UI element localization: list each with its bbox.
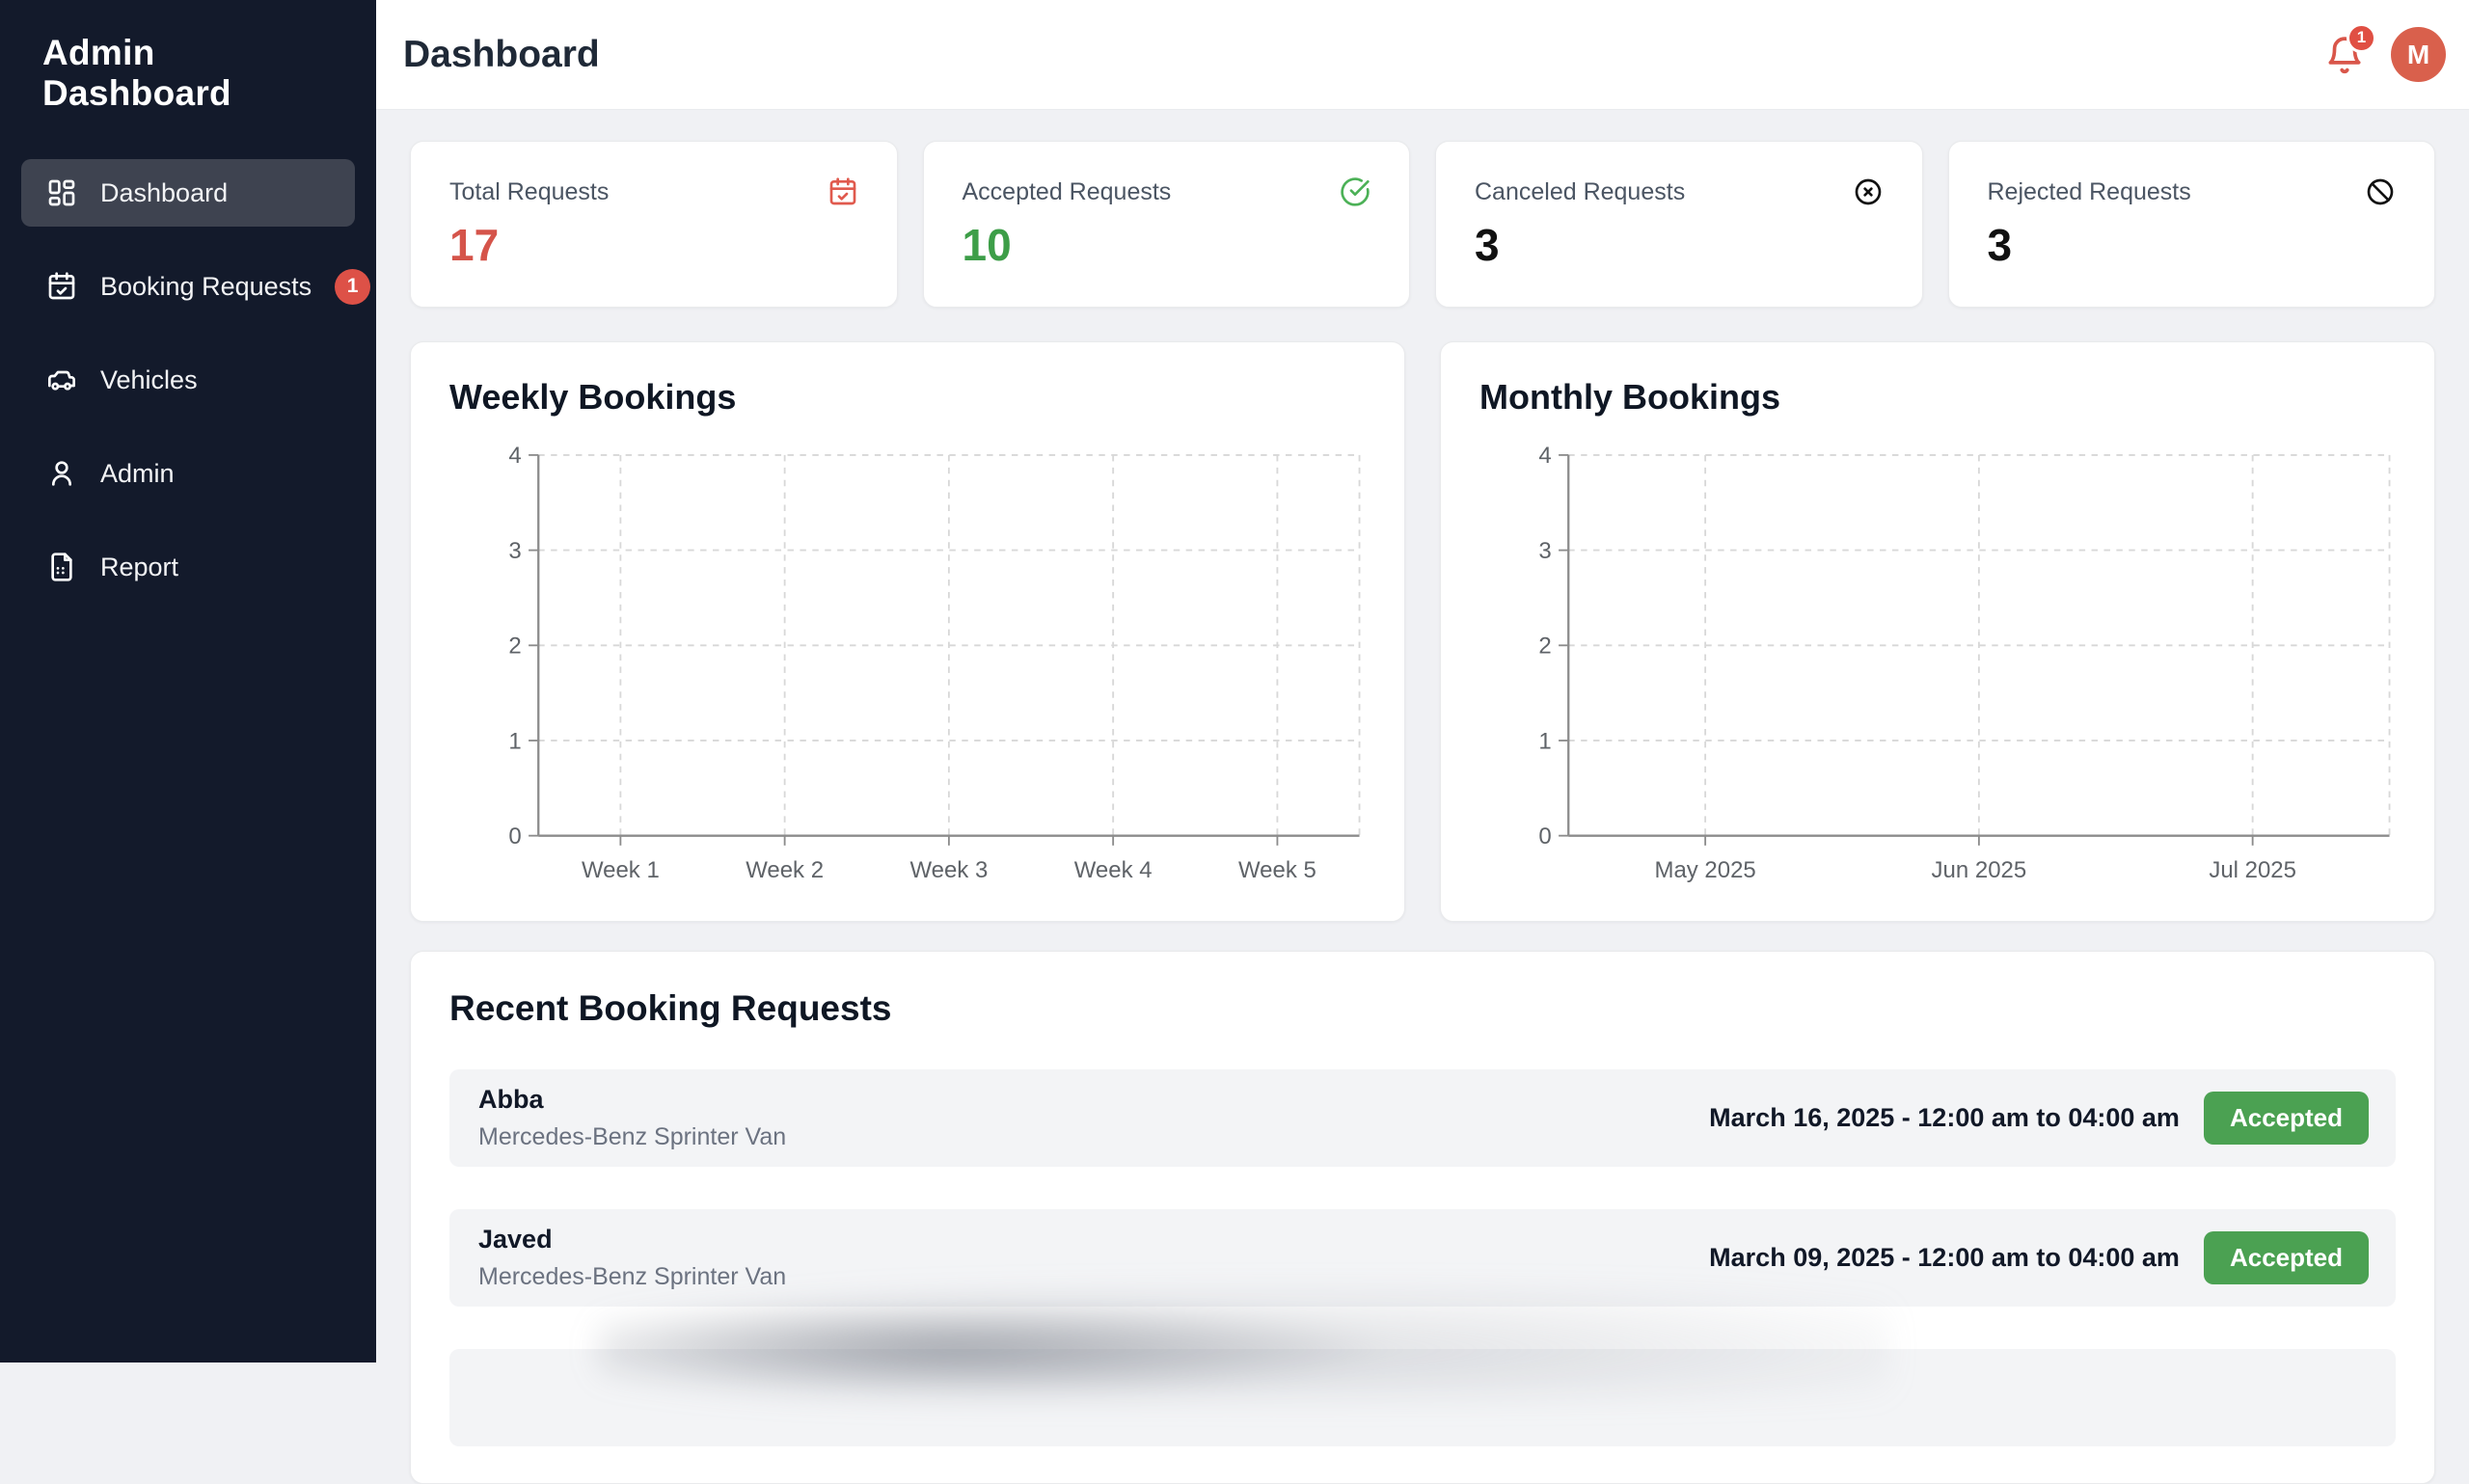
sidebar: Admin Dashboard Dashboard Booking Request… [0,0,376,1363]
main-area: Dashboard 1 M Total Requests 17 Accepted R… [376,0,2469,1484]
stat-label: Rejected Requests [1987,177,2191,205]
stat-value: 17 [449,220,500,270]
recent-bookings-title: Recent Booking Requests [449,988,892,1028]
svg-text:0: 0 [508,823,521,850]
ban-icon [2365,176,2396,207]
stat-label: Total Requests [449,177,610,205]
svg-text:Week 4: Week 4 [1074,857,1153,883]
stats-row: Total Requests 17 Accepted Requests 10 Cance… [410,141,2435,308]
calendar-check-icon [828,176,858,207]
booking-meta: March 16, 2025 - 12:00 am to 04:00 am Acc… [1709,1092,2369,1145]
svg-text:May 2025: May 2025 [1654,857,1755,883]
stat-card-header: Total Requests [449,176,858,207]
svg-text:3: 3 [508,538,521,564]
svg-text:4: 4 [1538,443,1551,469]
stat-card-total-requests: Total Requests 17 [410,141,898,308]
sidebar-item-booking-requests[interactable]: Booking Requests 1 [21,253,371,320]
monthly-bookings-card: Monthly Bookings 0 1 2 3 4 May 2025 Jun 2025 Ju… [1440,341,2435,922]
sidebar-count-badge: 1 [335,268,371,305]
booking-name: Abba [478,1085,544,1114]
topbar-actions: 1 M [2321,22,2446,82]
svg-text:Jun 2025: Jun 2025 [1932,857,2027,883]
booking-rows: Abba Mercedes-Benz Sprinter Van March 16, … [449,1069,2396,1446]
stat-card-header: Rejected Requests [1988,176,2397,207]
stat-card-canceled-requests: Canceled Requests 3 [1435,141,1923,308]
booking-meta: March 09, 2025 - 12:00 am to 04:00 am Acc… [1709,1231,2369,1284]
booking-vehicle: Mercedes-Benz Sprinter Van [478,1123,787,1150]
weekly-bookings-chart: 0 1 2 3 4 Week 1 Week 2 Week 3 Week 4 Week 5 [508,443,1361,883]
sidebar-item-dashboard[interactable]: Dashboard [21,159,355,227]
svg-text:2: 2 [1538,634,1551,660]
report-icon [46,552,77,582]
sidebar-item-label: Dashboard [100,177,229,207]
sidebar-item-report[interactable]: Report [21,533,355,601]
stat-value: 3 [1475,220,1500,270]
svg-text:Jul 2025: Jul 2025 [2209,857,2296,883]
sidebar-item-label: Admin [100,458,175,488]
svg-text:2: 2 [508,634,521,660]
booking-info: Abba Mercedes-Benz Sprinter Van [478,1085,786,1151]
sidebar-item-vehicles[interactable]: Vehicles [21,346,355,414]
booking-vehicle: Mercedes-Benz Sprinter Van [478,1263,787,1290]
svg-text:0: 0 [1538,823,1551,850]
stat-value: 3 [1987,220,2013,270]
notifications-button[interactable]: 1 [2321,22,2376,78]
sidebar-item-label: Vehicles [100,364,198,394]
user-icon [46,458,77,489]
stat-card-accepted-requests: Accepted Requests 10 [922,141,1410,308]
booking-name: Javed [478,1225,553,1254]
stat-value: 10 [962,220,1012,270]
page-title: Dashboard [403,33,600,75]
sidebar-item-admin[interactable]: Admin [21,440,355,507]
dashboard-icon [46,177,77,208]
booking-info: Javed Mercedes-Benz Sprinter Van [478,1225,786,1291]
svg-text:3: 3 [1538,538,1551,564]
stat-label: Accepted Requests [962,177,1172,205]
van-icon [46,364,77,395]
circle-x-icon [1853,176,1884,207]
recent-bookings-card: Recent Booking Requests Abba Mercedes-Ben… [410,951,2435,1484]
svg-text:Week 2: Week 2 [746,857,824,883]
sidebar-nav: Dashboard Booking Requests 1 Vehicles Admin R… [0,159,376,601]
svg-text:4: 4 [508,443,521,469]
bell-icon [2328,36,2361,73]
booking-status-badge: Accepted [2203,1092,2369,1145]
svg-text:1: 1 [1538,728,1551,754]
app-title: Admin Dashboard [42,33,231,113]
weekly-bookings-title: Weekly Bookings [449,377,737,417]
booking-row[interactable]: Javed Mercedes-Benz Sprinter Van March 09,… [449,1209,2396,1307]
svg-text:Week 3: Week 3 [909,857,988,883]
calendar-check-icon [46,271,77,302]
charts-row: Weekly Bookings 0 1 2 3 4 Week 1 Week 2 Week 3 W… [410,341,2435,922]
avatar[interactable]: M [2391,27,2446,82]
svg-text:Week 5: Week 5 [1238,857,1316,883]
monthly-bookings-title: Monthly Bookings [1479,377,1780,417]
svg-text:Week 1: Week 1 [582,857,660,883]
sidebar-item-label: Report [100,552,179,581]
dashboard-content: Total Requests 17 Accepted Requests 10 Cance… [376,110,2469,1484]
monthly-bookings-chart: 0 1 2 3 4 May 2025 Jun 2025 Jul 2025 [1538,443,2391,883]
stat-card-header: Accepted Requests [963,176,1371,207]
booking-status-badge: Accepted [2203,1231,2369,1284]
booking-row[interactable]: Abba Mercedes-Benz Sprinter Van March 16, … [449,1069,2396,1167]
stat-label: Canceled Requests [1475,177,1686,205]
circle-check-icon [1340,176,1370,207]
stat-card-header: Canceled Requests [1475,176,1884,207]
stat-card-rejected-requests: Rejected Requests 3 [1947,141,2435,308]
svg-text:1: 1 [508,728,521,754]
booking-datetime: March 09, 2025 - 12:00 am to 04:00 am [1709,1243,2180,1272]
topbar: Dashboard 1 M [376,0,2469,110]
weekly-bookings-card: Weekly Bookings 0 1 2 3 4 Week 1 Week 2 Week 3 W… [410,341,1405,922]
sidebar-item-label: Booking Requests [100,271,312,301]
booking-datetime: March 16, 2025 - 12:00 am to 04:00 am [1709,1103,2180,1132]
booking-row-partial [449,1349,2396,1446]
notification-count-badge: 1 [2347,22,2376,53]
